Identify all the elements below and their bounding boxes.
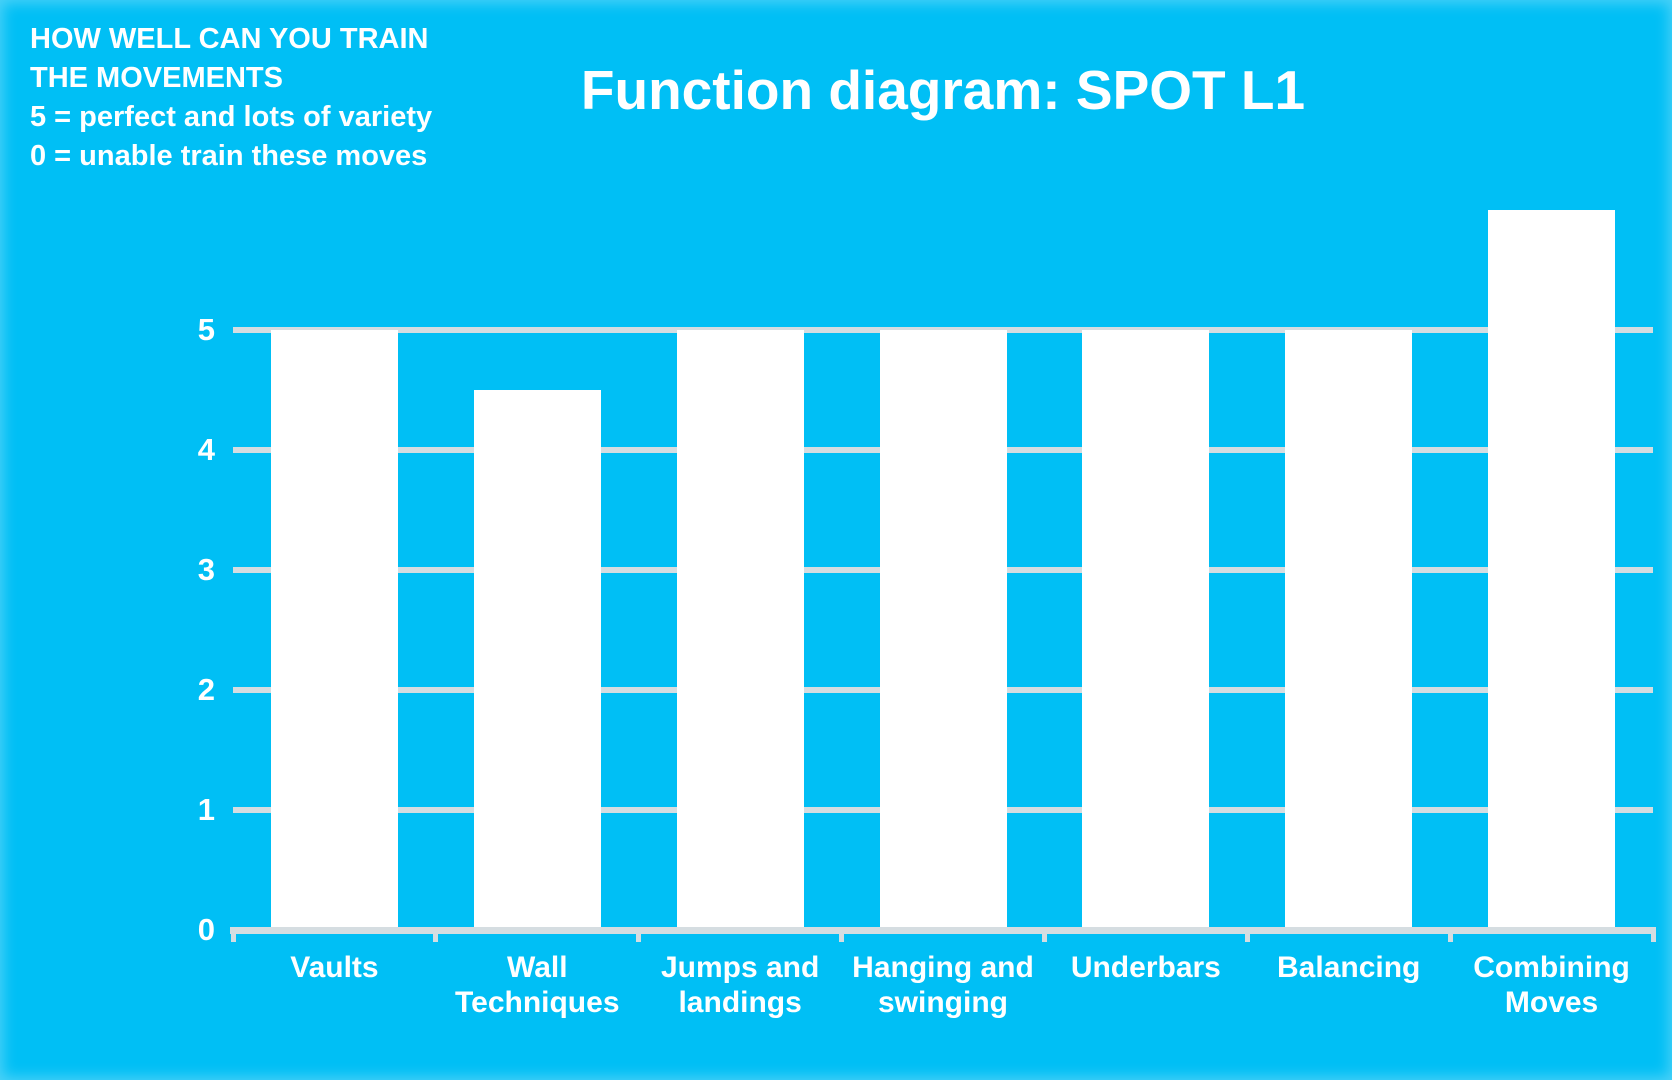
x-axis-label-balancing: Balancing [1277,951,1421,984]
y-axis-tick-label-2: 2 [197,672,215,707]
x-axis-tick [1447,930,1453,942]
y-axis-tick-label-3: 3 [197,552,215,587]
bar-jumps-and-landings [676,330,804,930]
x-axis-label-hanging-and-swinging: Hanging and swinging [852,951,1034,1019]
x-axis-tick [433,930,439,942]
x-axis-label-combining-moves: Combining Moves [1473,951,1630,1019]
x-axis-label-jumps-and-landings: Jumps and landings [660,951,820,1019]
x-axis-line [230,927,1656,934]
y-axis-tick-label-5: 5 [197,312,215,347]
bar-balancing [1285,330,1413,930]
y-axis-tick-label-1: 1 [197,792,215,827]
bar-wall-techniques [473,390,601,930]
chart-title: Function diagram: SPOT L1 [580,59,1306,121]
x-axis-tick [1041,930,1047,942]
y-axis-tick-label-0: 0 [197,912,215,947]
x-axis-label-underbars: Underbars [1070,951,1221,984]
legend-annotation: HOW WELL CAN YOU TRAIN THE MOVEMENTS 5 =… [30,20,432,176]
annotation-line-1: HOW WELL CAN YOU TRAIN [30,23,429,55]
x-axis-tick [1650,930,1656,942]
x-axis-label-vaults: Vaults [290,951,379,984]
x-axis-tick [839,930,845,942]
annotation-line-4: 0 = unable train these moves [30,140,428,172]
x-axis-tick [230,930,236,942]
bar-hanging-and-swinging [879,330,1007,930]
annotation-line-3: 5 = perfect and lots of variety [30,101,433,133]
x-axis-label-wall-techniques: Wall Techniques [455,951,620,1019]
annotation-line-2: THE MOVEMENTS [30,62,283,94]
bar-vaults [270,330,398,930]
x-axis-tick [1244,930,1250,942]
bar-combining-moves [1488,210,1616,930]
x-axis-tick [636,930,642,942]
y-axis-tick-label-4: 4 [197,432,215,467]
bar-underbars [1082,330,1210,930]
